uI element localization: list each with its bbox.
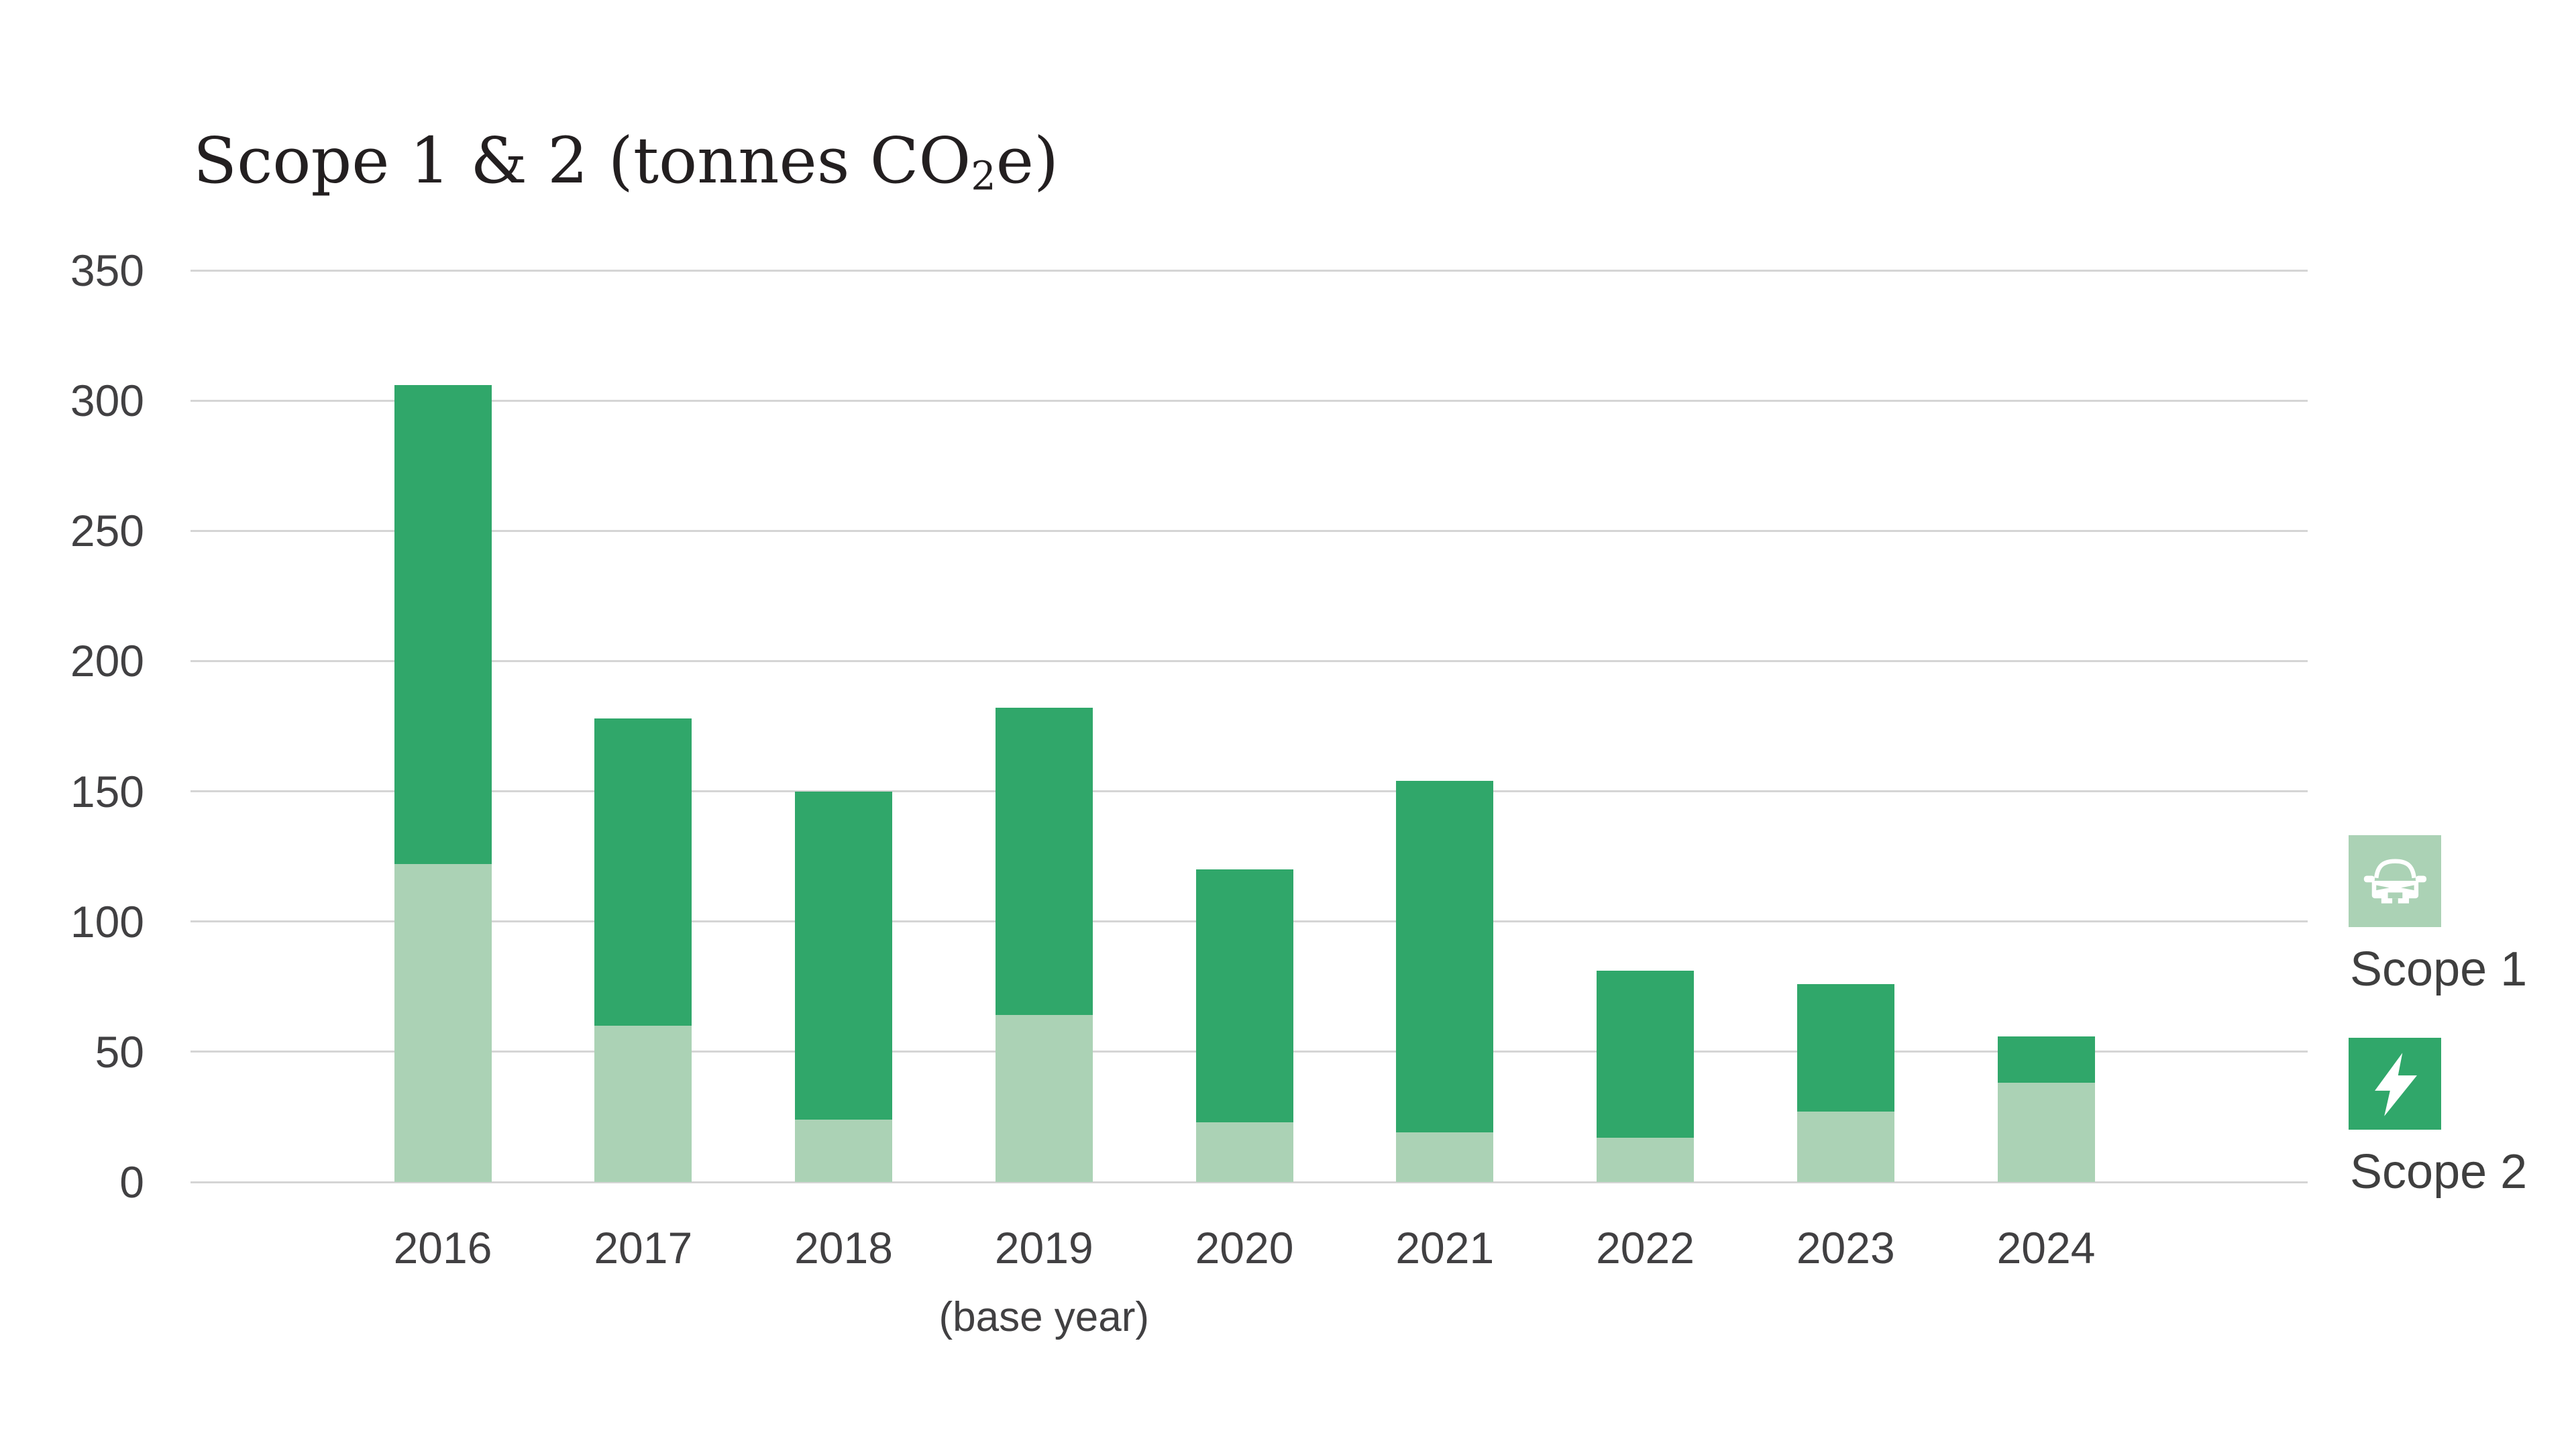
bar-segment-scope1-2017 — [594, 1026, 692, 1182]
car-icon — [2363, 859, 2426, 904]
x-axis-label-2017: 2017 — [594, 1223, 693, 1273]
x-axis-label-2020: 2020 — [1195, 1223, 1294, 1273]
x-axis-label-2022: 2022 — [1596, 1223, 1695, 1273]
x-axis-label-2023: 2023 — [1796, 1223, 1895, 1273]
legend-label-scope1: Scope 1 — [2350, 943, 2528, 996]
gridline — [191, 269, 2308, 272]
bar-segment-scope1-2020 — [1195, 1122, 1293, 1182]
gridline — [191, 529, 2308, 532]
bar-segment-scope1-2022 — [1597, 1137, 1694, 1182]
legend-swatch-scope1 — [2349, 835, 2441, 927]
bar-segment-scope2-2016 — [394, 384, 492, 865]
y-axis-tick-label: 100 — [70, 896, 144, 947]
x-axis-label-2019: 2019 — [994, 1223, 1093, 1273]
bar-segment-scope1-2023 — [1796, 1112, 1894, 1182]
bar-segment-scope1-2024 — [1997, 1083, 2095, 1182]
y-axis-tick-label: 300 — [70, 376, 144, 426]
bar-segment-scope2-2017 — [594, 718, 692, 1026]
legend-label-scope2: Scope 2 — [2350, 1145, 2528, 1199]
bar-segment-scope2-2024 — [1997, 1036, 2095, 1083]
gridline — [191, 659, 2308, 662]
x-axis-label-2021: 2021 — [1395, 1223, 1495, 1273]
gridline — [191, 399, 2308, 402]
bolt-icon — [2374, 1053, 2417, 1117]
y-axis-tick-label: 350 — [70, 246, 144, 295]
bar-segment-scope2-2018 — [795, 791, 892, 1120]
chart-title: Scope 1 & 2 (tonnes CO2e) — [193, 124, 1059, 199]
bar-segment-scope1-2018 — [795, 1119, 892, 1182]
gridline — [191, 1181, 2308, 1183]
bar-segment-scope1-2016 — [394, 864, 492, 1182]
legend-swatch-scope2 — [2349, 1038, 2441, 1130]
gridline — [191, 790, 2308, 793]
x-axis-note: (base year) — [938, 1294, 1150, 1340]
y-axis-tick-label: 0 — [119, 1157, 144, 1207]
y-axis-tick-label: 50 — [95, 1026, 144, 1077]
x-axis-label-2016: 2016 — [393, 1223, 492, 1273]
chart-title-suffix: e) — [996, 124, 1059, 198]
y-axis-tick-label: 250 — [70, 506, 144, 556]
chart-title-text: Scope 1 & 2 (tonnes CO — [193, 124, 971, 198]
bar-segment-scope2-2023 — [1796, 983, 1894, 1112]
y-axis-tick-label: 150 — [70, 766, 144, 816]
y-axis-tick-label: 200 — [70, 636, 144, 686]
bar-segment-scope2-2020 — [1195, 869, 1293, 1122]
bar-segment-scope2-2019 — [995, 708, 1093, 1016]
bar-segment-scope1-2019 — [995, 1015, 1093, 1182]
x-axis-label-2024: 2024 — [1996, 1223, 2096, 1273]
x-axis-label-2018: 2018 — [794, 1223, 893, 1273]
bar-segment-scope2-2021 — [1396, 781, 1494, 1133]
bar-segment-scope2-2022 — [1597, 971, 1694, 1138]
bar-segment-scope1-2021 — [1396, 1132, 1494, 1182]
chart-title-subscript: 2 — [971, 152, 996, 199]
